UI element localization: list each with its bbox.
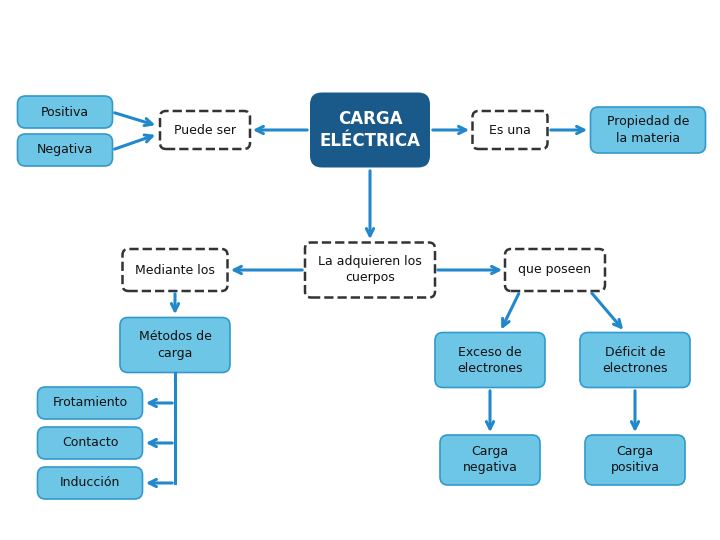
- Text: Frotamiento: Frotamiento: [53, 396, 127, 409]
- FancyBboxPatch shape: [472, 111, 547, 149]
- Text: Propiedad de
la materia: Propiedad de la materia: [607, 116, 689, 145]
- FancyBboxPatch shape: [435, 333, 545, 388]
- Text: Puede ser: Puede ser: [174, 124, 236, 137]
- Text: Es una: Es una: [489, 124, 531, 137]
- FancyBboxPatch shape: [585, 435, 685, 485]
- FancyBboxPatch shape: [505, 249, 605, 291]
- FancyBboxPatch shape: [310, 92, 430, 167]
- Text: Carga
negativa: Carga negativa: [462, 446, 518, 475]
- Text: Contacto: Contacto: [62, 436, 118, 449]
- FancyBboxPatch shape: [580, 333, 690, 388]
- Text: La adquieren los
cuerpos: La adquieren los cuerpos: [318, 255, 422, 285]
- Text: Métodos de
carga: Métodos de carga: [138, 330, 212, 360]
- FancyBboxPatch shape: [160, 111, 250, 149]
- Text: Negativa: Negativa: [37, 144, 93, 157]
- Text: Carga
positiva: Carga positiva: [611, 446, 660, 475]
- FancyBboxPatch shape: [120, 318, 230, 373]
- FancyBboxPatch shape: [122, 249, 228, 291]
- FancyBboxPatch shape: [37, 427, 143, 459]
- Text: Mediante los: Mediante los: [135, 264, 215, 276]
- FancyBboxPatch shape: [17, 96, 112, 128]
- Text: Déficit de
electrones: Déficit de electrones: [602, 346, 667, 375]
- FancyBboxPatch shape: [440, 435, 540, 485]
- Text: Inducción: Inducción: [60, 476, 120, 489]
- FancyBboxPatch shape: [305, 242, 435, 298]
- FancyBboxPatch shape: [37, 387, 143, 419]
- Text: CARGA
ELÉCTRICA: CARGA ELÉCTRICA: [320, 110, 420, 150]
- FancyBboxPatch shape: [37, 467, 143, 499]
- Text: que poseen: que poseen: [518, 264, 592, 276]
- FancyBboxPatch shape: [17, 134, 112, 166]
- Text: Positiva: Positiva: [41, 105, 89, 118]
- Text: Exceso de
electrones: Exceso de electrones: [457, 346, 523, 375]
- FancyBboxPatch shape: [590, 107, 706, 153]
